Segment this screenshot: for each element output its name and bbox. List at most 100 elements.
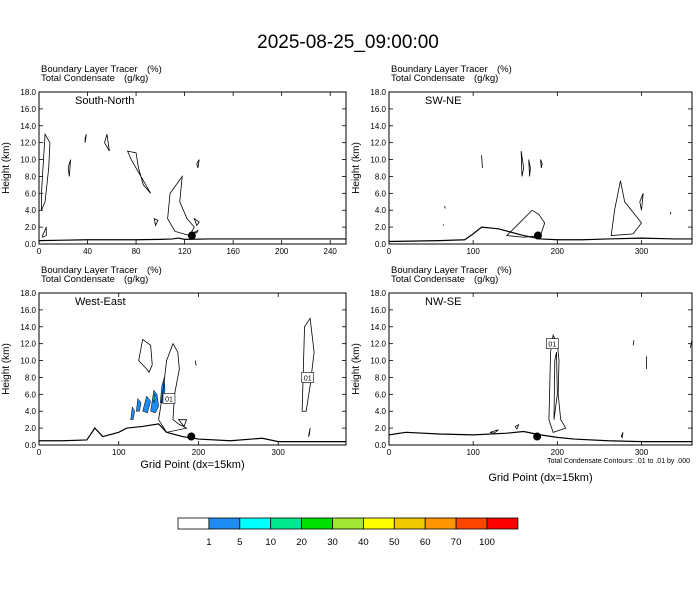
x-tick-label: 160	[226, 247, 240, 256]
colorbar-label: 5	[237, 537, 242, 548]
y-tick-label: 0.0	[25, 240, 37, 249]
subtitle-condensate-unit: (g/kg)	[474, 73, 498, 84]
colorbar-label: 50	[389, 537, 400, 548]
condensate-contour	[553, 352, 558, 420]
colorbar-swatch	[362, 517, 395, 530]
y-tick-label: 8.0	[375, 373, 387, 382]
plot-frame	[388, 91, 693, 245]
condensate-contour	[632, 340, 635, 346]
x-tick-label: 0	[387, 247, 392, 256]
x-tick-label: 200	[551, 448, 565, 457]
terrain-line	[388, 430, 692, 443]
condensate-contour	[158, 342, 188, 433]
colorbar-label: 10	[265, 537, 276, 548]
colorbar-label: 60	[420, 537, 431, 548]
y-tick-label: 16.0	[20, 105, 36, 114]
y-tick-label: 16.0	[370, 306, 386, 315]
y-tick-label: 2.0	[25, 424, 37, 433]
colorbar-swatch	[239, 517, 272, 530]
condensate-contour	[481, 155, 483, 169]
panel-name: West-East	[75, 296, 126, 308]
x-axis-label: Grid Point (dx=15km)	[140, 459, 244, 471]
condensate-contour	[610, 180, 643, 236]
x-tick-label: 100	[466, 247, 480, 256]
y-tick-label: 10.0	[370, 156, 386, 165]
y-tick-label: 12.0	[20, 139, 36, 148]
location-marker	[187, 432, 196, 441]
colorbar-swatch	[393, 517, 426, 530]
y-axis-label: Height (km)	[1, 343, 12, 395]
y-tick-label: 4.0	[375, 206, 387, 215]
condensate-contour	[194, 360, 197, 366]
condensate-contour	[540, 159, 543, 169]
y-tick-label: 2.0	[375, 424, 387, 433]
y-tick-label: 12.0	[20, 340, 36, 349]
subtitle-tracer-unit: (%)	[497, 64, 512, 75]
y-tick-label: 14.0	[370, 122, 386, 131]
y-tick-label: 10.0	[20, 156, 36, 165]
panel-south-north: Boundary Layer Tracer (%) Total Condensate…	[1, 64, 347, 256]
y-tick-label: 18.0	[20, 289, 36, 298]
colorbar-label: 30	[327, 537, 338, 548]
location-marker	[533, 432, 542, 441]
tracer-area	[153, 393, 157, 403]
y-tick-label: 16.0	[370, 105, 386, 114]
x-tick-label: 300	[635, 448, 649, 457]
y-tick-label: 14.0	[20, 122, 36, 131]
plot-frame	[388, 292, 693, 446]
location-marker	[533, 231, 542, 240]
colorbar: 1 5 10 20 30 40 50 60 70 100	[177, 517, 519, 548]
contour-footer-note: Total Condensate Contours: .01 to .01 by…	[547, 458, 690, 465]
x-axis-label: Grid Point (dx=15km)	[488, 472, 592, 484]
condensate-contour	[669, 211, 672, 215]
condensate-contour	[126, 150, 151, 194]
x-tick-label: 300	[272, 448, 286, 457]
y-tick-label: 18.0	[20, 88, 36, 97]
terrain-line	[38, 237, 346, 242]
x-tick-label: 40	[83, 247, 92, 256]
y-tick-label: 12.0	[370, 340, 386, 349]
x-tick-label: 100	[466, 448, 480, 457]
plot-frame	[38, 91, 347, 245]
condensate-contour	[41, 132, 51, 211]
x-tick-label: 100	[112, 448, 126, 457]
x-tick-label: 0	[387, 448, 392, 457]
subtitle-tracer-unit: (%)	[497, 265, 512, 276]
subtitle-tracer: Boundary Layer Tracer	[391, 265, 488, 276]
figure-title: 2025-08-25_09:00:00	[257, 32, 439, 53]
condensate-contour	[620, 432, 624, 439]
colorbar-label: 1	[206, 537, 211, 548]
y-axis-label: Height (km)	[1, 142, 12, 194]
subtitle-condensate: Total Condensate	[391, 274, 465, 285]
subtitle-condensate: Total Condensate	[391, 73, 465, 84]
subtitle-condensate: Total Condensate	[41, 274, 115, 285]
subtitle-tracer-unit: (%)	[147, 265, 162, 276]
y-tick-label: 4.0	[25, 206, 37, 215]
subtitle-condensate-unit: (g/kg)	[124, 274, 148, 285]
y-tick-label: 2.0	[25, 223, 37, 232]
x-tick-label: 200	[275, 247, 289, 256]
condensate-contour	[442, 224, 444, 226]
condensate-contour	[167, 175, 195, 237]
panel-nw-se: Boundary Layer Tracer (%) Total Condensate…	[351, 265, 693, 484]
contour-label-box	[301, 372, 315, 383]
condensate-contour	[153, 217, 159, 227]
y-axis-label: Height (km)	[351, 142, 362, 194]
condensate-contour	[84, 134, 87, 143]
condensate-contour	[67, 159, 71, 177]
colorbar-label: 100	[479, 537, 495, 548]
condensate-contour	[138, 338, 153, 374]
condensate-contour	[528, 159, 531, 177]
colorbar-swatch	[455, 517, 488, 530]
contour-label-box	[162, 393, 176, 404]
y-tick-label: 8.0	[25, 373, 37, 382]
tracer-area	[130, 406, 135, 420]
subtitle-condensate-unit: (g/kg)	[124, 73, 148, 84]
y-tick-label: 8.0	[25, 172, 37, 181]
y-tick-label: 12.0	[370, 139, 386, 148]
colorbar-swatch	[424, 517, 457, 530]
condensate-contour	[193, 217, 200, 227]
x-tick-label: 240	[324, 247, 338, 256]
y-tick-label: 16.0	[20, 306, 36, 315]
subtitle-tracer: Boundary Layer Tracer	[41, 64, 138, 75]
